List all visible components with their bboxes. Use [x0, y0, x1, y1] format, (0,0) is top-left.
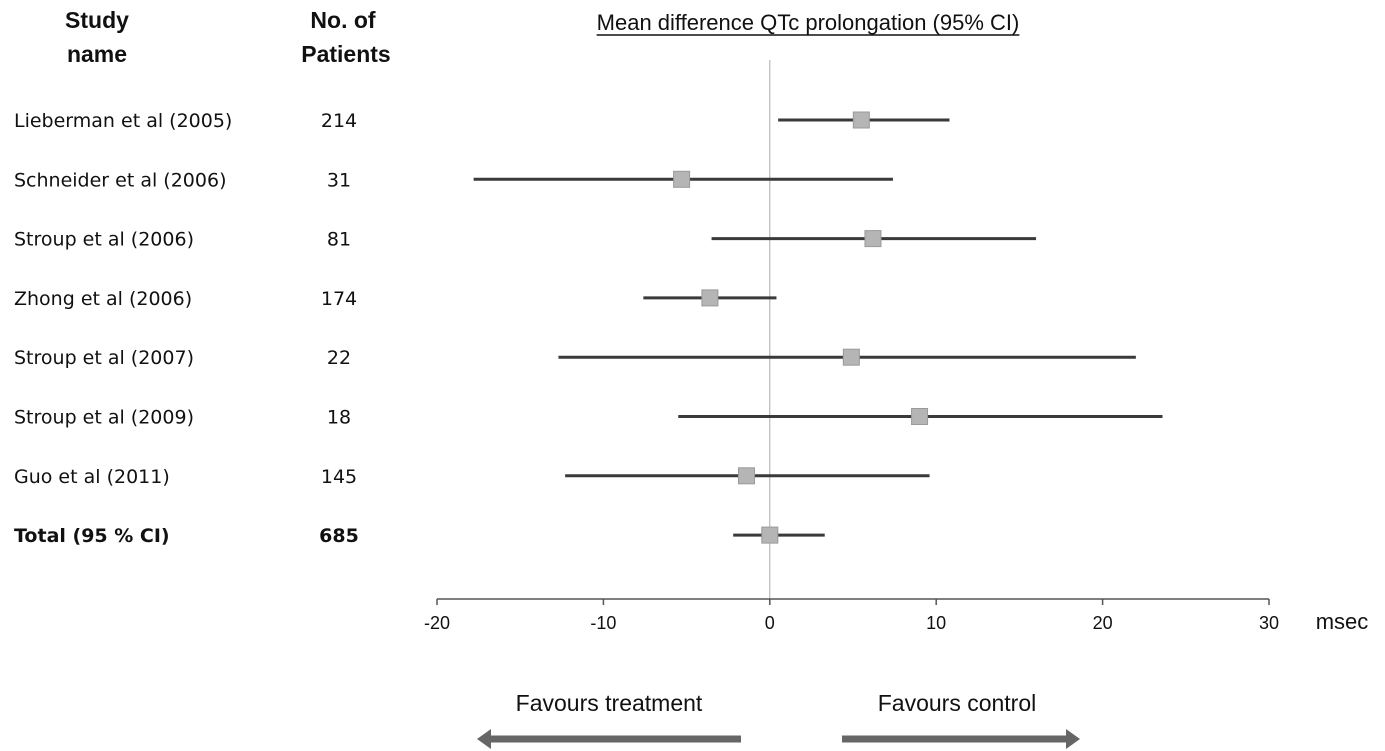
total-label: Total (95 % CI): [14, 525, 170, 547]
patients-count: 18: [327, 407, 351, 429]
study-row: Zhong et al (2006) 174: [14, 288, 777, 310]
arrow-head: [477, 729, 491, 749]
patients-header-line1: No. of: [310, 7, 375, 33]
total-patients-count: 685: [319, 525, 359, 547]
point-estimate-marker: [842, 348, 860, 366]
column-headers: Study name No. of Patients Mean differen…: [65, 7, 1020, 67]
point-estimate-marker: [701, 289, 719, 307]
x-tick-label: -10: [590, 613, 616, 633]
study-header-line1: Study: [65, 7, 129, 33]
study-row: Schneider et al (2006) 31: [14, 169, 893, 191]
point-estimate-marker: [852, 111, 870, 129]
x-tick-label: 20: [1093, 613, 1113, 633]
point-estimate-marker: [864, 230, 882, 248]
favours-control-label: Favours control: [878, 690, 1037, 716]
study-rows: Lieberman et al (2005) 214 Schneider et al…: [14, 110, 1163, 547]
favours-legend: Favours treatment Favours control: [477, 690, 1080, 749]
right-arrow-icon: [842, 729, 1080, 749]
x-tick-label: -20: [424, 613, 450, 633]
favours-treatment-label: Favours treatment: [516, 690, 703, 716]
study-name-label: Lieberman et al (2005): [14, 110, 232, 132]
study-row: Stroup et al (2006) 81: [14, 229, 1037, 251]
total-row: Total (95 % CI) 685: [14, 525, 825, 547]
study-header-line2: name: [67, 41, 127, 67]
study-name-label: Stroup et al (2006): [14, 229, 194, 251]
study-name-label: Stroup et al (2007): [14, 347, 194, 369]
x-tick-label: 30: [1259, 613, 1279, 633]
point-estimate-marker: [761, 526, 779, 544]
point-estimate-marker: [673, 170, 691, 188]
x-axis: -20 -10 0 10 20 30: [424, 598, 1279, 633]
patients-header-line2: Patients: [301, 41, 390, 67]
x-axis-unit-label: msec: [1316, 609, 1369, 634]
study-row: Lieberman et al (2005) 214: [14, 110, 950, 132]
study-row: Stroup et al (2009) 18: [14, 407, 1163, 429]
x-tick-label: 0: [765, 613, 775, 633]
study-name-label: Guo et al (2011): [14, 466, 170, 488]
study-name-label: Schneider et al (2006): [14, 169, 226, 191]
left-arrow-icon: [477, 729, 741, 749]
chart-title: Mean difference QTc prolongation (95% CI…: [597, 10, 1020, 35]
x-tick-label: 10: [926, 613, 946, 633]
patients-count: 31: [327, 169, 351, 191]
patients-count: 174: [321, 288, 357, 310]
patients-count: 214: [321, 110, 357, 132]
study-name-label: Zhong et al (2006): [14, 288, 192, 310]
study-row: Stroup et al (2007) 22: [14, 347, 1136, 369]
arrow-head: [1066, 729, 1080, 749]
study-row: Guo et al (2011) 145: [14, 466, 930, 488]
study-name-label: Stroup et al (2009): [14, 407, 194, 429]
point-estimate-marker: [738, 467, 756, 485]
patients-count: 22: [327, 347, 351, 369]
point-estimate-marker: [911, 408, 929, 425]
patients-count: 81: [327, 229, 351, 251]
patients-count: 145: [321, 466, 357, 488]
